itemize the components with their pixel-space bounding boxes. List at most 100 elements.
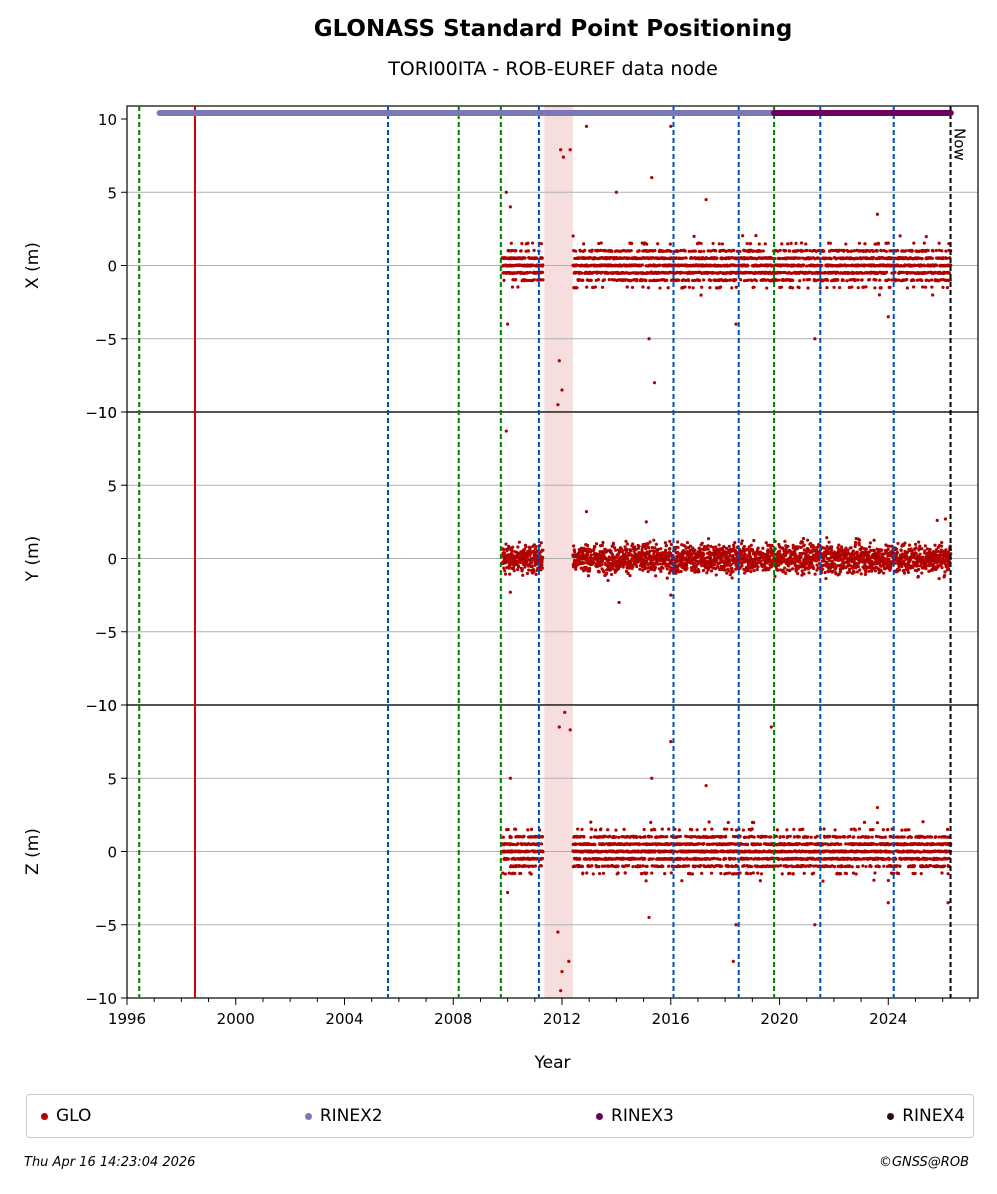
- glo-point: [503, 551, 507, 555]
- glo-point: [904, 249, 908, 253]
- glo-point: [899, 548, 903, 552]
- glo-point: [871, 249, 875, 254]
- glo-point: [589, 553, 593, 557]
- glo-point: [731, 554, 735, 558]
- glo-point: [712, 563, 717, 567]
- glo-point: [600, 285, 605, 289]
- glo-point: [516, 545, 520, 549]
- glo-point: [945, 256, 949, 261]
- glo-point: [730, 576, 734, 580]
- glo-point: [635, 564, 639, 569]
- glo-point: [514, 278, 518, 282]
- glo-point: [805, 264, 809, 268]
- glo-point: [593, 285, 597, 289]
- glo-point: [706, 547, 710, 551]
- glo-point: [852, 249, 856, 253]
- glo-point: [524, 545, 528, 549]
- glo-point: [791, 278, 795, 282]
- glo-point: [718, 285, 723, 289]
- glo-point: [874, 278, 878, 282]
- glo-point: [658, 286, 662, 290]
- glo-point: [872, 549, 876, 553]
- glo-point: [855, 550, 859, 554]
- glo-point: [653, 248, 657, 253]
- glo-outlier-0-3: [557, 359, 561, 363]
- glo-point: [573, 249, 578, 253]
- glo-point: [784, 571, 788, 576]
- glo-point: [705, 556, 709, 560]
- glo-point: [593, 256, 597, 260]
- y-tick-label-1-3: −5: [95, 624, 117, 642]
- y-tick-label-0-0: 10: [98, 111, 117, 129]
- y-tick-label-2-1: 5: [107, 770, 117, 788]
- glo-outlier-0-9: [652, 381, 657, 385]
- glo-point: [752, 249, 756, 253]
- glo-point: [534, 544, 538, 549]
- glo-outlier-0-2: [568, 148, 572, 152]
- glo-point: [632, 277, 636, 282]
- glo-point: [857, 541, 861, 545]
- glo-point: [702, 552, 706, 556]
- glo-point: [605, 549, 609, 553]
- glo-point: [746, 278, 751, 282]
- glo-point: [802, 278, 806, 282]
- glo-point: [631, 542, 635, 546]
- glo-point: [844, 242, 848, 246]
- glo-point: [763, 242, 767, 246]
- glo-point: [637, 249, 641, 253]
- glo-point: [523, 256, 527, 260]
- glo-point: [780, 242, 784, 246]
- glo-point: [702, 249, 706, 253]
- glo-point: [525, 571, 529, 576]
- glo-point: [853, 540, 858, 545]
- glo-point: [902, 571, 907, 575]
- glo-point: [635, 278, 639, 282]
- glo-point: [798, 279, 802, 283]
- glo-point: [700, 541, 704, 545]
- glo-point: [924, 235, 928, 239]
- glo-point: [602, 570, 606, 574]
- glo-point: [530, 241, 535, 245]
- glo-point: [628, 549, 633, 553]
- glo-point: [896, 278, 901, 282]
- glo-outlier-0-7: [669, 124, 673, 128]
- glo-point: [580, 271, 584, 275]
- glo-point: [527, 568, 531, 572]
- glo-point: [939, 544, 944, 548]
- glo-point: [940, 540, 944, 545]
- glo-point: [683, 285, 687, 289]
- glo-point: [532, 570, 536, 574]
- glo-point: [604, 249, 608, 253]
- glo-point: [585, 543, 590, 548]
- glo-point: [731, 569, 735, 574]
- glo-point: [645, 559, 649, 563]
- glo-outlier-0-1: [561, 155, 565, 159]
- glo-point: [727, 544, 731, 548]
- glo-point: [897, 568, 901, 572]
- glo-point: [648, 279, 652, 283]
- glo-point: [631, 564, 635, 569]
- glo-point: [730, 286, 734, 290]
- glo-point: [905, 550, 910, 555]
- glo-point: [697, 570, 701, 574]
- glo-point: [877, 293, 882, 297]
- glo-point: [720, 242, 725, 246]
- glo-point: [578, 278, 582, 282]
- glo-point: [806, 538, 810, 542]
- glo-outlier-1-7: [508, 590, 512, 594]
- glo-point: [606, 271, 610, 275]
- glo-outlier-0-10: [647, 337, 651, 341]
- glo-point: [539, 541, 543, 545]
- glo-point: [669, 249, 673, 253]
- glo-point: [902, 568, 906, 572]
- glo-point: [941, 285, 945, 289]
- glo-point: [628, 574, 632, 578]
- glo-point: [711, 271, 716, 275]
- glo-point: [666, 286, 670, 290]
- y-tick-label-0-4: −10: [85, 404, 117, 422]
- glo-point: [584, 565, 588, 569]
- glo-point: [610, 249, 614, 254]
- glo-point: [684, 563, 689, 567]
- glo-point: [614, 556, 618, 560]
